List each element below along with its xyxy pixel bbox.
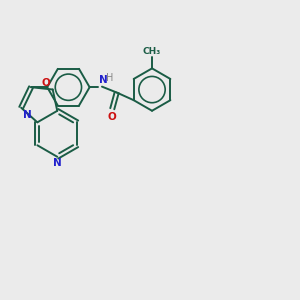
Text: CH₃: CH₃ [143,47,161,56]
Text: N: N [53,158,62,168]
Text: N: N [22,110,32,120]
Text: O: O [42,78,50,88]
Text: N: N [99,75,108,85]
Text: O: O [107,112,116,122]
Text: H: H [106,73,113,83]
